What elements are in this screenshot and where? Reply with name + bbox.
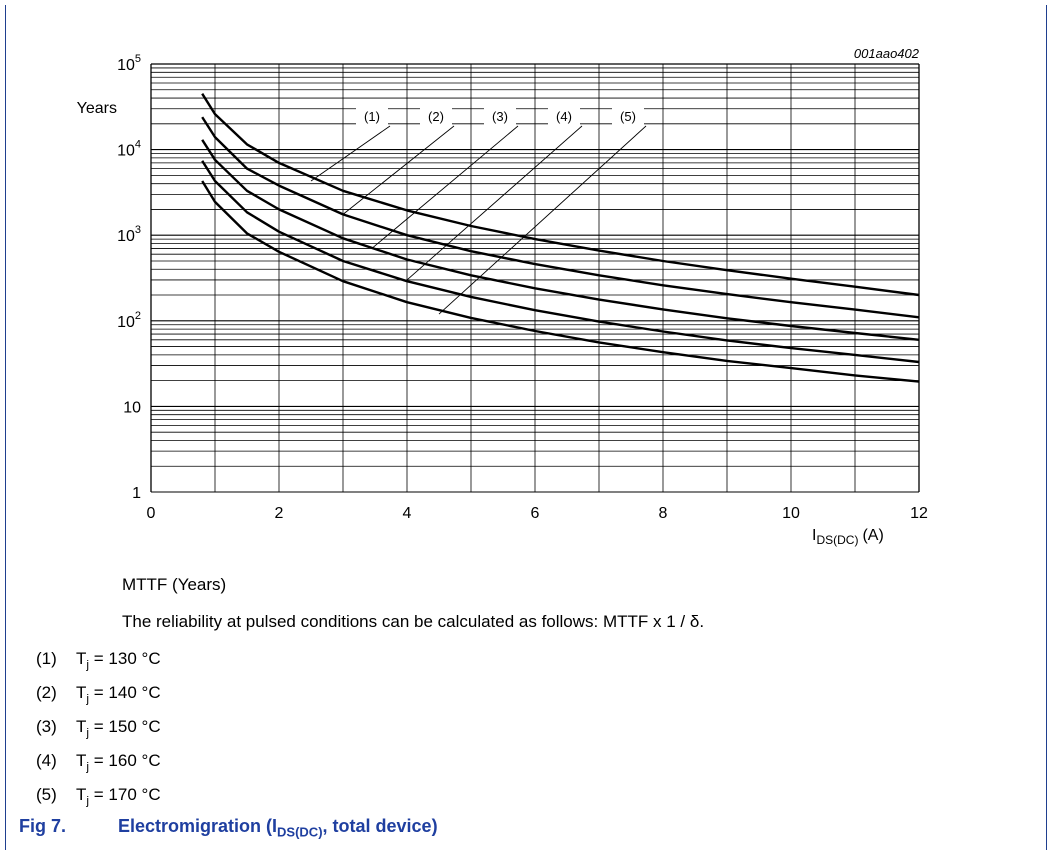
legend-sym: T [76, 683, 87, 702]
x-tick-label: 10 [782, 505, 800, 522]
y-tick-label: 103 [117, 224, 141, 245]
series-line-4 [201, 160, 920, 364]
figure-title-pre: Electromigration (I [118, 816, 278, 836]
legend-sub: j [86, 759, 90, 774]
legend-text: = 170 °C [89, 785, 161, 804]
x-tick-label: 8 [659, 505, 668, 522]
annotation-label-bg [420, 104, 452, 126]
legend-sym: T [76, 785, 87, 804]
x-axis-label: IDS(DC) (A) [812, 527, 884, 547]
legend-sub: j [86, 657, 90, 672]
legend-text: = 150 °C [89, 717, 161, 736]
legend-item-1: (1) Tj = 130 °C [36, 649, 161, 671]
y-tick-label: 1 [132, 485, 141, 502]
series-line-1 [201, 93, 920, 297]
legend-num: (5) [36, 785, 57, 804]
annotation-leader-line [371, 125, 519, 249]
legend-text: = 140 °C [89, 683, 161, 702]
annotation-label: (4) [556, 109, 572, 124]
legend-sub: j [86, 691, 90, 706]
legend-sym: T [76, 751, 87, 770]
annotation-leader-line [310, 125, 391, 182]
annotation-label: (3) [492, 109, 508, 124]
legend-sym: T [76, 717, 87, 736]
legend-sub: j [86, 725, 90, 740]
x-tick-label: 2 [275, 505, 284, 522]
x-tick-label: 0 [147, 505, 156, 522]
legend-num: (3) [36, 717, 57, 736]
annotation-leader-line [406, 125, 583, 281]
y-tick-label: 104 [117, 139, 141, 160]
legend-sub: j [86, 793, 90, 808]
figure-title-sub: DS(DC) [277, 824, 323, 840]
series-line-5 [201, 180, 920, 383]
x-axis-label-main: I [812, 527, 816, 544]
figure-title-post: , total device) [322, 816, 438, 836]
y-tick-label: 102 [117, 310, 141, 331]
annotation-label-bg [356, 104, 388, 126]
legend-sym: T [76, 649, 87, 668]
legend-item-3: (3) Tj = 150 °C [36, 717, 161, 739]
series-line-3 [201, 139, 920, 341]
x-tick-label: 4 [403, 505, 412, 522]
legend-item-5: (5) Tj = 170 °C [36, 785, 161, 807]
annotation-label: (2) [428, 109, 444, 124]
x-tick-label: 12 [910, 505, 928, 522]
annotation-leader-line [438, 125, 647, 315]
chart-annotations: (1) (2) (3) (4) (5) [310, 104, 647, 315]
legend-num: (2) [36, 683, 57, 702]
electromigration-chart: (1) (2) (3) (4) (5) 0 2 4 6 8 10 12105104103102101… [77, 46, 928, 547]
annotation-label: (5) [620, 109, 636, 124]
annotation-label-bg [484, 104, 516, 126]
legend-num: (1) [36, 649, 57, 668]
legend-text: = 160 °C [89, 751, 161, 770]
caption-reliability: The reliability at pulsed conditions can… [122, 612, 705, 631]
x-tick-label: 6 [531, 505, 540, 522]
chart-curves [201, 93, 920, 383]
legend-item-2: (2) Tj = 140 °C [36, 683, 161, 705]
figure-title: Fig 7. Electromigration (IDS(DC), total d… [19, 816, 438, 840]
series-line-2 [201, 116, 920, 319]
legend-item-4: (4) Tj = 160 °C [36, 751, 161, 773]
figure-label: Fig 7. [19, 816, 67, 836]
x-axis-label-sub: DS(DC) [816, 533, 858, 547]
y-tick-label: 105 [117, 53, 141, 74]
caption-mttf: MTTF (Years) [122, 575, 227, 594]
chart-grid [150, 63, 920, 493]
y-axis-label: Years [77, 100, 117, 117]
annotation-label: (1) [364, 109, 380, 124]
annotation-label-bg [612, 104, 644, 126]
legend-num: (4) [36, 751, 57, 770]
legend-text: = 130 °C [89, 649, 161, 668]
annotation-label-bg [548, 104, 580, 126]
annotation-leader-line [342, 125, 455, 215]
page-frame [5, 5, 1047, 850]
chart-code: 001aao402 [854, 46, 920, 61]
y-tick-label: 10 [123, 399, 141, 416]
x-axis-label-unit: (A) [862, 527, 883, 544]
